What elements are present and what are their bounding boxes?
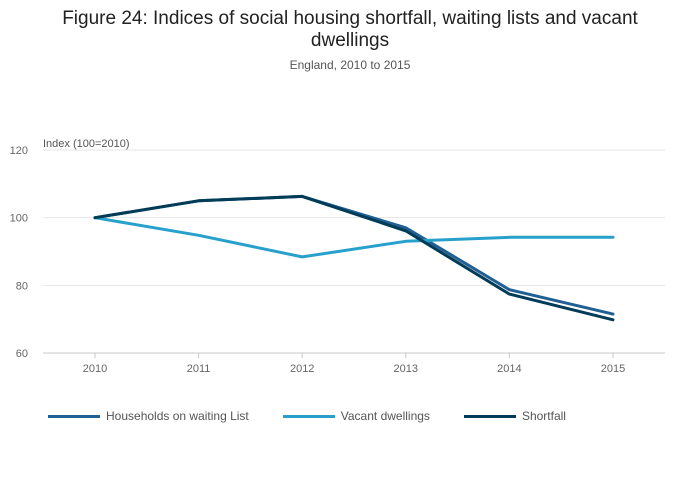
x-tick-label: 2015 bbox=[601, 363, 625, 375]
legend-swatch bbox=[463, 414, 516, 418]
legend-item: Households on waiting List bbox=[48, 409, 249, 423]
legend-label: Shortfall bbox=[521, 409, 566, 423]
legend-item: Shortfall bbox=[463, 409, 566, 423]
legend-swatch bbox=[282, 414, 335, 418]
y-tick-label: 100 bbox=[10, 213, 28, 225]
y-tick-label: 120 bbox=[10, 145, 28, 157]
x-tick-label: 2014 bbox=[497, 363, 521, 375]
y-tick-label: 80 bbox=[16, 280, 28, 292]
x-tick-label: 2010 bbox=[83, 363, 107, 375]
x-tick-label: 2013 bbox=[394, 363, 418, 375]
legend-swatch bbox=[48, 414, 100, 418]
y-axis-label: Index (100=2010) bbox=[43, 138, 130, 150]
legend-label: Vacant dwellings bbox=[340, 409, 430, 423]
axes: 60 80 100 120 2010 2011 2012 2013 2014 2015 bbox=[10, 145, 665, 375]
series-line-shortfall bbox=[93, 194, 615, 322]
x-tick-label: 2011 bbox=[187, 363, 211, 375]
series-lines bbox=[93, 194, 615, 322]
gridlines bbox=[43, 149, 665, 286]
y-tick-label: 60 bbox=[16, 348, 28, 360]
chart-title: Figure 24: Indices of social housing sho… bbox=[62, 8, 638, 51]
series-line-vacant-dwellings bbox=[93, 216, 615, 259]
chart-subtitle: England, 2010 to 2015 bbox=[289, 58, 411, 72]
legend-item: Vacant dwellings bbox=[282, 409, 430, 423]
legend-label: Households on waiting List bbox=[106, 409, 249, 423]
x-tick-label: 2012 bbox=[290, 363, 314, 375]
legend: Households on waiting List Vacant dwellin… bbox=[48, 409, 600, 423]
